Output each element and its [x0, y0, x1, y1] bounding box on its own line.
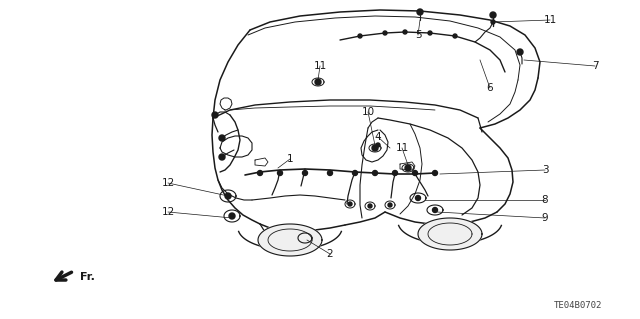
Text: 12: 12 — [161, 207, 175, 217]
Polygon shape — [383, 31, 387, 35]
Polygon shape — [376, 143, 380, 147]
Text: Fr.: Fr. — [80, 272, 95, 282]
Polygon shape — [258, 224, 322, 256]
Polygon shape — [392, 170, 397, 175]
Polygon shape — [219, 154, 225, 160]
Polygon shape — [257, 170, 262, 175]
Polygon shape — [229, 213, 235, 219]
Polygon shape — [278, 170, 282, 175]
Polygon shape — [433, 170, 438, 175]
Text: 4: 4 — [374, 132, 381, 142]
Text: 11: 11 — [396, 143, 408, 153]
Polygon shape — [315, 79, 321, 85]
Polygon shape — [353, 170, 358, 175]
Polygon shape — [328, 170, 333, 175]
Text: 3: 3 — [541, 165, 548, 175]
Text: 11: 11 — [314, 61, 326, 71]
Text: 2: 2 — [326, 249, 333, 259]
Text: TE04B0702: TE04B0702 — [554, 300, 602, 309]
Polygon shape — [413, 170, 417, 175]
Polygon shape — [517, 49, 523, 55]
Text: 6: 6 — [486, 83, 493, 93]
Polygon shape — [388, 203, 392, 207]
Polygon shape — [403, 30, 407, 34]
Text: 11: 11 — [543, 15, 557, 25]
Polygon shape — [405, 165, 411, 171]
Text: 5: 5 — [415, 30, 421, 40]
Text: 12: 12 — [161, 178, 175, 188]
Polygon shape — [348, 202, 352, 206]
Polygon shape — [418, 218, 482, 250]
Polygon shape — [490, 12, 496, 18]
Text: 9: 9 — [541, 213, 548, 223]
Text: 1: 1 — [287, 154, 293, 164]
Polygon shape — [303, 170, 307, 175]
Polygon shape — [453, 34, 457, 38]
Polygon shape — [212, 112, 218, 118]
Polygon shape — [428, 31, 432, 35]
Polygon shape — [491, 20, 495, 24]
Polygon shape — [225, 193, 231, 199]
Polygon shape — [433, 207, 438, 212]
Polygon shape — [372, 170, 378, 175]
Polygon shape — [219, 135, 225, 141]
Polygon shape — [372, 145, 378, 151]
Polygon shape — [415, 196, 420, 201]
Polygon shape — [368, 204, 372, 208]
Polygon shape — [358, 34, 362, 38]
Polygon shape — [303, 235, 307, 241]
Text: 8: 8 — [541, 195, 548, 205]
Text: 10: 10 — [362, 107, 374, 117]
Text: 7: 7 — [592, 61, 598, 71]
Polygon shape — [417, 9, 423, 15]
